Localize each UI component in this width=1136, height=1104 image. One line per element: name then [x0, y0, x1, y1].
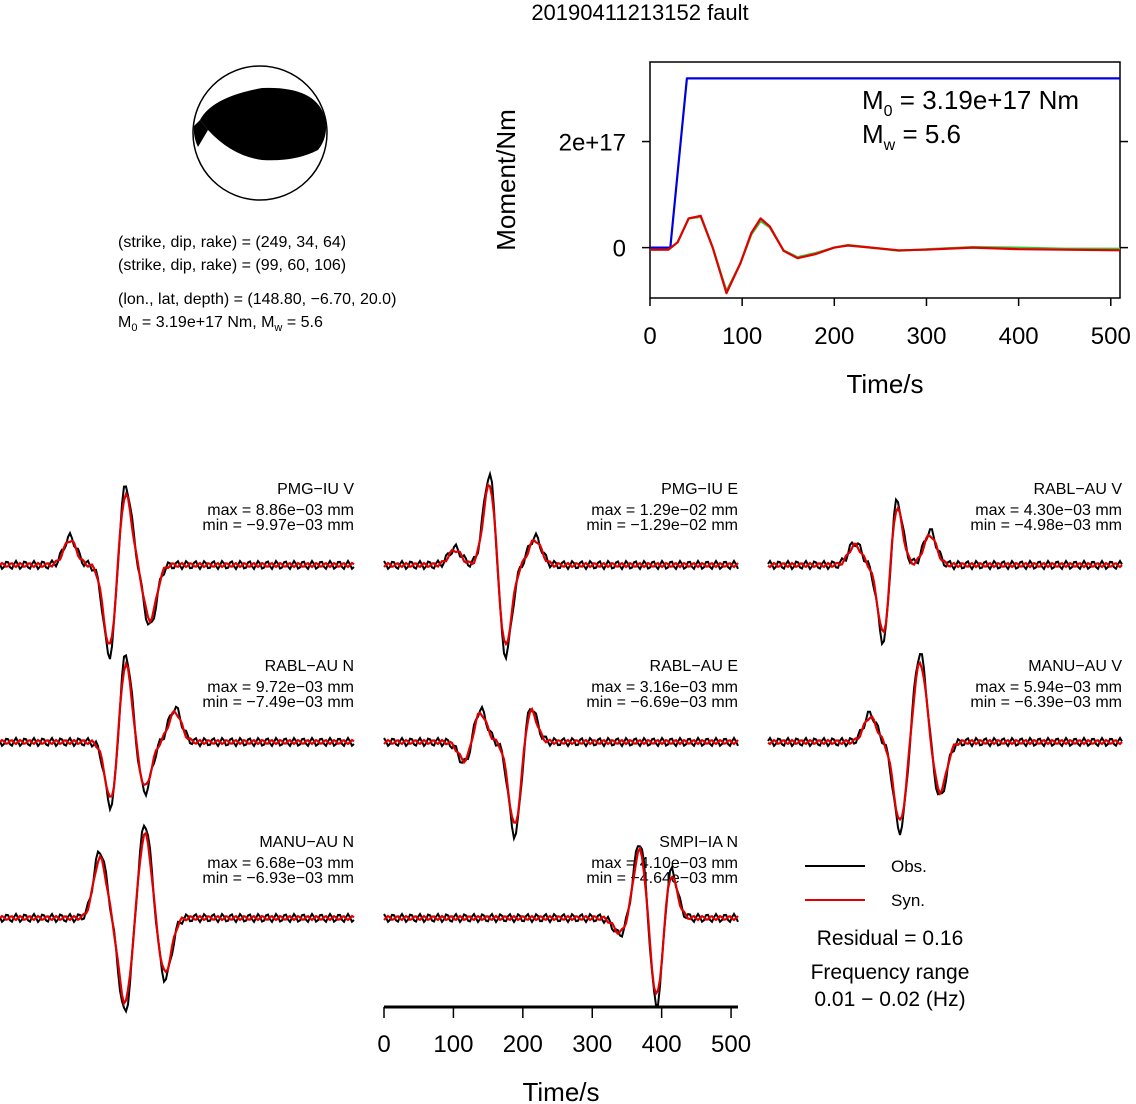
waveform-station-label: PMG−IU V: [277, 481, 354, 498]
waveform-min-label: min = −9.97e−03 mm: [202, 517, 354, 534]
waveform-station-label: PMG−IU E: [661, 481, 738, 498]
waveform-synthetic-trace: [0, 660, 355, 798]
moment-plot: 0 100 200 300 400 500 0 2e+17 Time/s Moment/Nm…: [491, 61, 1131, 399]
waveform-min-label: min = −6.93e−03 mm: [202, 870, 354, 887]
cumulative-moment-line: [650, 77, 1120, 249]
moment-plot-frame: [649, 61, 1121, 299]
moment-x-tick-label: 0: [643, 323, 656, 350]
moment-x-tick-label: 500: [1091, 323, 1131, 350]
waveform-observed-trace: [767, 497, 1123, 647]
waveform-max-label: max = 5.94e−03 mm: [975, 679, 1122, 696]
moment-x-tick-label: 100: [722, 323, 762, 350]
moment-y-tick-label: 0: [613, 236, 626, 263]
legend-obs-label: Obs.: [891, 857, 927, 876]
moment-x-tick-label: 300: [906, 323, 946, 350]
moment-y-tick-label: 2e+17: [559, 130, 626, 157]
waveform-station-label: MANU−AU N: [259, 834, 354, 851]
moment-series: [650, 77, 1121, 295]
waveform-max-label: max = 3.16e−03 mm: [591, 679, 738, 696]
moment-y-ticks: 0 2e+17: [559, 130, 1128, 263]
waveform-synthetic-trace: [383, 483, 739, 647]
hypocenter-line: (lon., lat, depth) = (148.80, −6.70, 20.…: [118, 291, 396, 308]
moment-x-tick-label: 200: [814, 323, 854, 350]
legend-syn-label: Syn.: [891, 891, 925, 910]
waveform-x-tick-label: 500: [711, 1031, 751, 1058]
waveform-min-label: min = −6.39e−03 mm: [970, 694, 1122, 711]
moment-rate-line: [650, 215, 1120, 293]
waveform-station-label: MANU−AU V: [1028, 658, 1122, 675]
waveform-observed-trace: [383, 704, 739, 843]
waveform-x-tick-label: 0: [377, 1031, 390, 1058]
waveform-synthetic-trace: [767, 660, 1123, 822]
waveform-axis-ticks: 0 100 200 300 400 500: [377, 1007, 751, 1058]
nodal-plane-1: (strike, dip, rake) = (249, 34, 64): [118, 234, 346, 251]
moment-magnitude-line: M0 = 3.19e+17 Nm, Mw = 5.6: [118, 314, 323, 334]
waveform-x-tick-label: 300: [572, 1031, 612, 1058]
waveform-synthetic-trace: [767, 505, 1123, 635]
waveform-x-tick-label: 100: [433, 1031, 473, 1058]
waveform-max-label: max = 4.30e−03 mm: [975, 502, 1122, 519]
waveform-station-label: RABL−AU N: [265, 658, 354, 675]
moment-m0-label: M0 = 3.19e+17 Nm: [862, 85, 1079, 120]
waveform-min-label: min = −4.98e−03 mm: [970, 517, 1122, 534]
waveform-observed-trace: [0, 485, 355, 660]
waveform-x-tick-label: 400: [642, 1031, 682, 1058]
moment-mw-label: Mw = 5.6: [862, 119, 961, 154]
nodal-plane-2: (strike, dip, rake) = (99, 60, 106): [118, 257, 346, 274]
waveform-station-label: RABL−AU V: [1034, 481, 1123, 498]
beachball-compression: [200, 87, 326, 161]
frequency-value: 0.01 − 0.02 (Hz): [814, 988, 965, 1011]
waveform-synthetic-trace: [0, 831, 355, 1007]
waveform-max-label: max = 4.10e−03 mm: [591, 855, 738, 872]
waveform-synthetic-trace: [0, 491, 355, 645]
waveform-max-label: max = 9.72e−03 mm: [207, 679, 354, 696]
waveform-synthetic-trace: [383, 845, 739, 997]
moment-x-axis-label: Time/s: [846, 369, 923, 399]
moment-rate-alt-line: [650, 214, 1121, 295]
waveform-min-label: min = −1.29e−02 mm: [586, 517, 738, 534]
waveform-time-axis: 0 100 200 300 400 500 Time/s: [377, 1005, 751, 1104]
beachball: [192, 65, 328, 201]
moment-x-ticks: 0 100 200 300 400 500: [643, 298, 1131, 350]
legend: Obs. Syn.: [805, 857, 927, 910]
beachball-compression-edge: [193, 120, 208, 147]
moment-y-axis-label: Moment/Nm: [491, 109, 521, 251]
waveform-max-label: max = 8.86e−03 mm: [207, 502, 354, 519]
waveform-min-label: min = −4.64e−03 mm: [586, 870, 738, 887]
residual-text: Residual = 0.16: [817, 927, 964, 950]
waveform-synthetic-trace: [383, 706, 739, 824]
waveform-max-label: max = 1.29e−02 mm: [591, 502, 738, 519]
waveform-station-label: SMPI−IA N: [659, 834, 738, 851]
figure-title: 20190411213152 fault: [531, 0, 748, 25]
waveform-observed-trace: [767, 653, 1123, 836]
waveform-station-label: RABL−AU E: [650, 658, 738, 675]
waveform-max-label: max = 6.68e−03 mm: [207, 855, 354, 872]
frequency-label: Frequency range: [811, 961, 970, 984]
waveform-min-label: min = −6.69e−03 mm: [586, 694, 738, 711]
waveform-x-axis-label: Time/s: [522, 1077, 599, 1104]
waveform-min-label: min = −7.49e−03 mm: [202, 694, 354, 711]
waveform-x-tick-label: 200: [503, 1031, 543, 1058]
moment-x-tick-label: 400: [999, 323, 1039, 350]
